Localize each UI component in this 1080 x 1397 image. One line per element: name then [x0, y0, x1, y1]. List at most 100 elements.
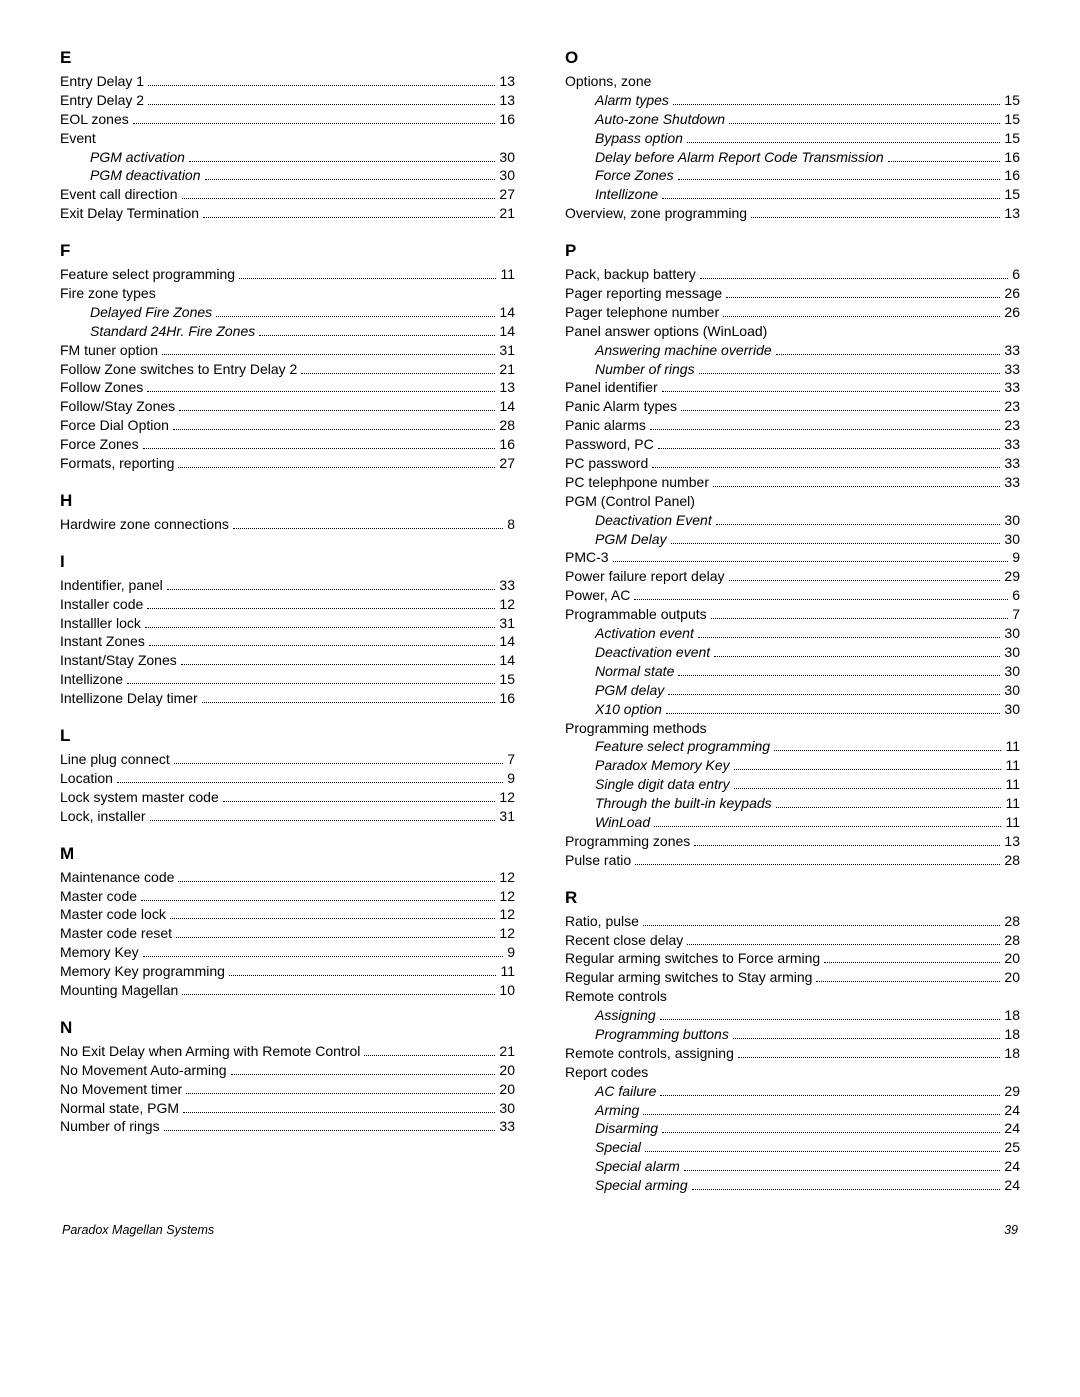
entry-leader-dots — [117, 782, 503, 783]
index-entry: Force Zones 16 — [565, 166, 1020, 185]
entry-page: 18 — [1004, 1044, 1020, 1063]
index-entry: No Movement Auto-arming 20 — [60, 1061, 515, 1080]
entry-label: Regular arming switches to Stay arming — [565, 968, 812, 987]
entry-page: 12 — [499, 905, 515, 924]
entry-page: 11 — [1005, 756, 1020, 775]
index-entry: Assigning 18 — [565, 1006, 1020, 1025]
entry-leader-dots — [694, 845, 1000, 846]
index-entry: Memory Key programming 11 — [60, 962, 515, 981]
entry-label: Panel answer options (WinLoad) — [565, 322, 767, 341]
entry-leader-dots — [673, 104, 1001, 105]
entry-leader-dots — [176, 937, 495, 938]
index-entry: Exit Delay Termination 21 — [60, 204, 515, 223]
entry-leader-dots — [301, 373, 495, 374]
entry-page: 18 — [1004, 1025, 1020, 1044]
entry-label: Line plug connect — [60, 750, 170, 769]
entry-page: 11 — [1005, 737, 1020, 756]
entry-leader-dots — [127, 683, 495, 684]
index-entry: Instant Zones 14 — [60, 632, 515, 651]
entry-label: Event — [60, 129, 96, 148]
index-entry: Power, AC 6 — [565, 586, 1020, 605]
entry-label: Intellizone — [60, 670, 123, 689]
entry-leader-dots — [660, 1095, 1000, 1096]
index-entry: Deactivation event 30 — [565, 643, 1020, 662]
index-entry: Pager telephone number 26 — [565, 303, 1020, 322]
index-entry: Installer code 12 — [60, 595, 515, 614]
entry-page: 33 — [1004, 378, 1020, 397]
entry-label: X10 option — [595, 700, 662, 719]
entry-page: 30 — [499, 148, 515, 167]
index-entry: Pack, backup battery 6 — [565, 265, 1020, 284]
index-entry: PC telephpone number 33 — [565, 473, 1020, 492]
entry-leader-dots — [692, 1189, 1001, 1190]
entry-leader-dots — [662, 198, 1000, 199]
entry-label: Intellizone — [595, 185, 658, 204]
entry-leader-dots — [734, 769, 1002, 770]
index-entry: Intellizone Delay timer 16 — [60, 689, 515, 708]
entry-leader-dots — [170, 918, 496, 919]
entry-page: 13 — [499, 91, 515, 110]
entry-label: Deactivation Event — [595, 511, 712, 530]
index-entry: PGM deactivation 30 — [60, 166, 515, 185]
index-entry: Instant/Stay Zones 14 — [60, 651, 515, 670]
entry-leader-dots — [143, 956, 504, 957]
index-entry: X10 option 30 — [565, 700, 1020, 719]
entry-label: PGM Delay — [595, 530, 667, 549]
index-entry: Deactivation Event 30 — [565, 511, 1020, 530]
entry-label: Number of rings — [60, 1117, 160, 1136]
entry-label: Master code — [60, 887, 137, 906]
entry-leader-dots — [751, 217, 1000, 218]
entry-page: 14 — [499, 322, 515, 341]
footer-left: Paradox Magellan Systems — [62, 1223, 214, 1237]
entry-leader-dots — [652, 467, 1000, 468]
entry-leader-dots — [148, 104, 495, 105]
entry-leader-dots — [133, 123, 496, 124]
entry-label: Follow/Stay Zones — [60, 397, 175, 416]
entry-label: Password, PC — [565, 435, 654, 454]
entry-leader-dots — [776, 354, 1001, 355]
index-entry: FM tuner option 31 — [60, 341, 515, 360]
index-entry: Number of rings 33 — [565, 360, 1020, 379]
entry-page: 28 — [1004, 931, 1020, 950]
index-entry: Indentifier, panel 33 — [60, 576, 515, 595]
entry-leader-dots — [658, 448, 1001, 449]
entry-page: 28 — [499, 416, 515, 435]
index-entry: PC password 33 — [565, 454, 1020, 473]
entry-label: Panic alarms — [565, 416, 646, 435]
entry-label: Installer code — [60, 595, 143, 614]
entry-page: 16 — [499, 689, 515, 708]
index-entry: Master code reset 12 — [60, 924, 515, 943]
index-entry: Event — [60, 129, 515, 148]
entry-page: 26 — [1004, 284, 1020, 303]
entry-label: No Exit Delay when Arming with Remote Co… — [60, 1042, 360, 1061]
section-letter: R — [565, 888, 1020, 908]
entry-label: Recent close delay — [565, 931, 683, 950]
entry-label: Entry Delay 1 — [60, 72, 144, 91]
entry-label: Programming methods — [565, 719, 707, 738]
entry-leader-dots — [816, 981, 1000, 982]
entry-label: Delayed Fire Zones — [90, 303, 212, 322]
entry-label: Special — [595, 1138, 641, 1157]
entry-leader-dots — [635, 864, 1000, 865]
entry-page: 33 — [1004, 435, 1020, 454]
entry-page: 33 — [1004, 473, 1020, 492]
entry-label: Follow Zones — [60, 378, 143, 397]
index-entry: Panel identifier 33 — [565, 378, 1020, 397]
index-entry: Location 9 — [60, 769, 515, 788]
entry-leader-dots — [167, 589, 496, 590]
index-entry: Force Dial Option 28 — [60, 416, 515, 435]
entry-page: 16 — [499, 435, 515, 454]
index-entry: Feature select programming 11 — [60, 265, 515, 284]
index-entry: WinLoad 11 — [565, 813, 1020, 832]
entry-page: 20 — [1004, 968, 1020, 987]
entry-page: 15 — [1004, 91, 1020, 110]
index-entry: Pager reporting message 26 — [565, 284, 1020, 303]
entry-label: Disarming — [595, 1119, 658, 1138]
entry-label: PGM (Control Panel) — [565, 492, 695, 511]
entry-page: 30 — [1004, 530, 1020, 549]
entry-leader-dots — [189, 161, 495, 162]
entry-page: 30 — [1004, 662, 1020, 681]
entry-page: 33 — [1004, 454, 1020, 473]
entry-page: 14 — [499, 651, 515, 670]
entry-page: 12 — [499, 868, 515, 887]
